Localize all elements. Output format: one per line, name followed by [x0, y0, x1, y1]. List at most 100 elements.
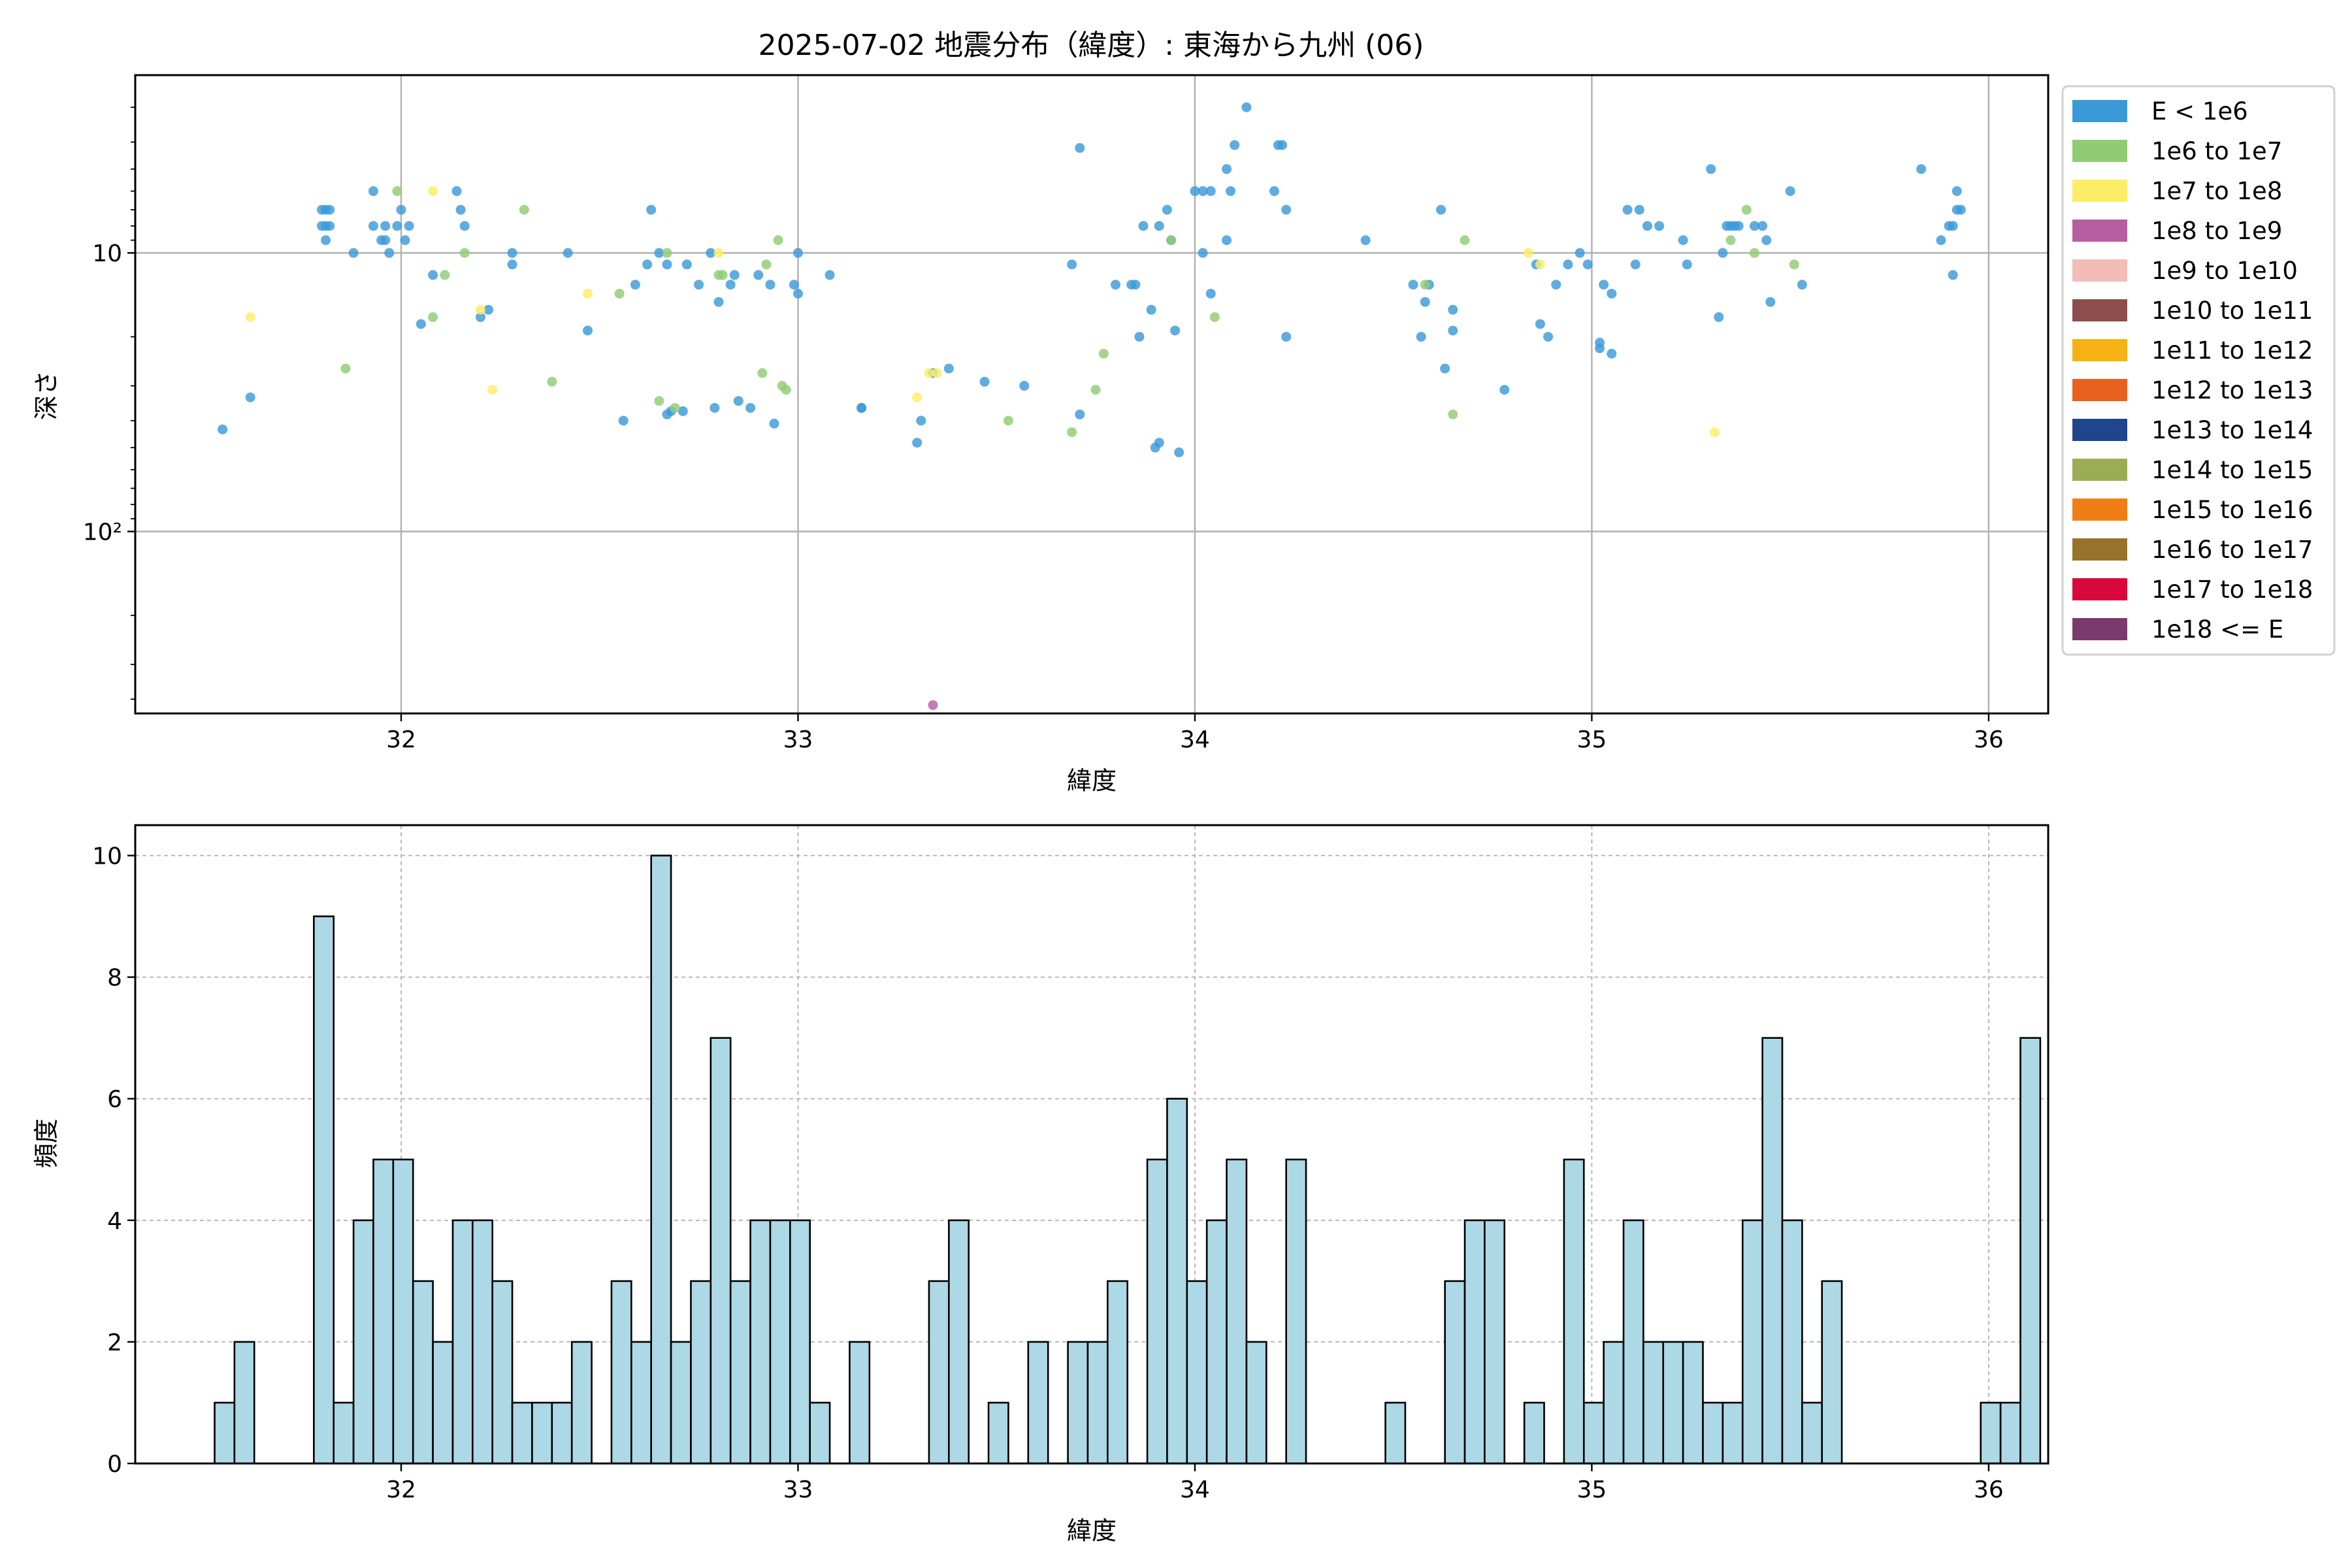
histogram-bar: [1761, 1037, 1784, 1465]
scatter-point: [1420, 280, 1430, 290]
scatter-point: [440, 270, 450, 280]
legend-swatch: [2072, 299, 2127, 321]
histogram-bar: [1642, 1341, 1665, 1465]
scatter-point: [1789, 259, 1799, 270]
histogram-bar: [809, 1401, 831, 1465]
histogram-bar: [1484, 1219, 1506, 1465]
scatter-point: [1277, 140, 1288, 150]
scatter-point: [979, 376, 990, 387]
scatter-point: [1090, 385, 1101, 395]
histogram-bar: [1582, 1401, 1605, 1465]
scatter-point: [1170, 325, 1181, 336]
scatter-point: [1955, 204, 1966, 215]
histogram-bar: [432, 1341, 454, 1465]
legend-label: 1e8 to 1e9: [2151, 217, 2282, 245]
scatter-point: [1166, 235, 1176, 246]
scatter-point: [1952, 186, 1962, 197]
histogram-ytick-label: 2: [107, 1330, 122, 1356]
histogram-bar: [650, 855, 672, 1465]
scatter-ytick-label: 10: [92, 240, 122, 267]
histogram-bar: [1444, 1280, 1466, 1465]
scatter-point: [1948, 221, 1958, 231]
scatter-point: [1420, 297, 1430, 307]
scatter-point: [614, 288, 625, 299]
histogram-bar: [710, 1037, 732, 1465]
scatter-point: [654, 396, 664, 406]
histogram-bar: [412, 1280, 434, 1465]
scatter-point: [745, 402, 756, 413]
scatter-point: [1230, 140, 1240, 150]
scatter-point: [380, 221, 391, 231]
scatter-point: [1535, 259, 1545, 270]
scatter-point: [428, 186, 438, 197]
legend-swatch: [2072, 498, 2127, 521]
scatter-point: [428, 270, 438, 280]
legend-label: 1e10 to 1e11: [2151, 297, 2313, 325]
scatter-point: [713, 248, 724, 258]
scatter-point: [475, 304, 485, 315]
histogram-bar: [789, 1219, 811, 1465]
scatter-point: [1654, 221, 1665, 231]
histogram-xtick-label: 35: [1577, 1477, 1607, 1503]
scatter-point: [717, 270, 728, 280]
histogram-bar: [1980, 1401, 2002, 1465]
scatter-point: [245, 312, 255, 322]
scatter-point: [1408, 280, 1418, 290]
scatter-point: [681, 259, 692, 270]
scatter-point: [713, 297, 724, 307]
scatter-point: [662, 259, 672, 270]
scatter-xtick-label: 36: [1974, 727, 2004, 753]
scatter-point: [1146, 304, 1156, 315]
scatter-point: [928, 700, 938, 710]
histogram-bar: [1662, 1341, 1684, 1465]
legend-label: 1e9 to 1e10: [2151, 257, 2298, 285]
scatter-point: [1733, 221, 1744, 231]
scatter-point: [1448, 304, 1458, 315]
scatter-point: [1241, 102, 1252, 112]
scatter-point: [1607, 288, 1617, 299]
histogram-ytick-label: 0: [107, 1451, 122, 1478]
histogram-xtick-label: 32: [386, 1477, 416, 1503]
scatter-xtick-label: 35: [1577, 727, 1607, 753]
scatter-point: [1607, 348, 1617, 359]
scatter-point: [912, 438, 923, 448]
histogram-bar: [352, 1219, 374, 1465]
scatter-point: [1749, 221, 1759, 231]
scatter-point: [753, 270, 764, 280]
histogram-bar: [928, 1280, 950, 1465]
scatter-point: [642, 259, 653, 270]
scatter-plot-frame: [134, 74, 2050, 715]
legend-swatch: [2072, 339, 2127, 361]
histogram-bar: [1067, 1341, 1089, 1465]
histogram-ytick-label: 8: [107, 965, 122, 992]
histogram-xtick-label: 33: [783, 1477, 813, 1503]
scatter-point: [487, 385, 498, 395]
scatter-point: [1785, 186, 1795, 197]
legend-label: 1e14 to 1e15: [2151, 456, 2313, 484]
histogram-ticks: 32 33 34 35 36 0 2 4 6 8 10: [92, 843, 2004, 1503]
scatter-point: [384, 248, 395, 258]
scatter-point: [694, 280, 704, 290]
scatter-point: [1154, 221, 1164, 231]
scatter-point: [1098, 348, 1109, 359]
scatter-point: [857, 402, 867, 413]
legend-label: 1e13 to 1e14: [2151, 416, 2313, 444]
histogram-bar: [729, 1280, 751, 1465]
legend-swatch: [2072, 379, 2127, 401]
histogram-bar: [531, 1401, 553, 1465]
scatter-point: [563, 248, 573, 258]
scatter-point: [1075, 409, 1085, 419]
scatter-title: 2025-07-02 地震分布（緯度）: 東海から九州 (06): [759, 29, 1424, 62]
scatter-point: [1360, 235, 1371, 246]
legend-swatch: [2072, 180, 2127, 202]
scatter-point: [392, 186, 402, 197]
scatter-xtick-label: 33: [783, 727, 813, 753]
scatter-point: [1765, 297, 1776, 307]
histogram-bar: [1741, 1219, 1763, 1465]
scatter-point: [459, 248, 470, 258]
scatter-point: [1797, 280, 1807, 290]
scatter-point: [1130, 280, 1141, 290]
scatter-point: [1448, 325, 1458, 336]
scatter-point: [455, 204, 466, 215]
scatter-point: [1003, 416, 1013, 426]
